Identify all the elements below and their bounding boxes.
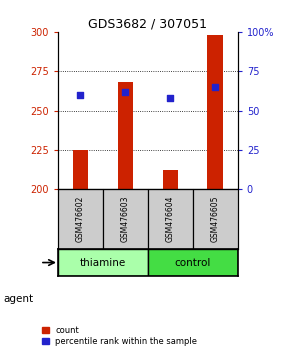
Point (123, 89, 128, 95)
Text: agent: agent (3, 294, 33, 304)
Text: control: control (175, 258, 211, 268)
Text: GSM476605: GSM476605 (211, 196, 220, 242)
Text: GSM476603: GSM476603 (121, 196, 130, 242)
Bar (72, 150, 88, 189)
Title: GDS3682 / 307051: GDS3682 / 307051 (88, 18, 207, 31)
Bar (117, 82, 133, 189)
Point (213, 84, 218, 90)
Legend: count, percentile rank within the sample: count, percentile rank within the sample (42, 326, 197, 346)
Bar (58, 189, 103, 249)
Bar (193, 189, 238, 249)
Point (78, 92, 83, 98)
Bar (148, 249, 238, 276)
Text: GSM476602: GSM476602 (76, 196, 85, 242)
Point (168, 95, 173, 101)
Bar (162, 170, 178, 189)
Bar (148, 189, 193, 249)
Text: thiamine: thiamine (80, 258, 126, 268)
Text: GSM476604: GSM476604 (166, 196, 175, 242)
Bar (58, 249, 148, 276)
Bar (103, 189, 148, 249)
Bar (207, 35, 223, 189)
